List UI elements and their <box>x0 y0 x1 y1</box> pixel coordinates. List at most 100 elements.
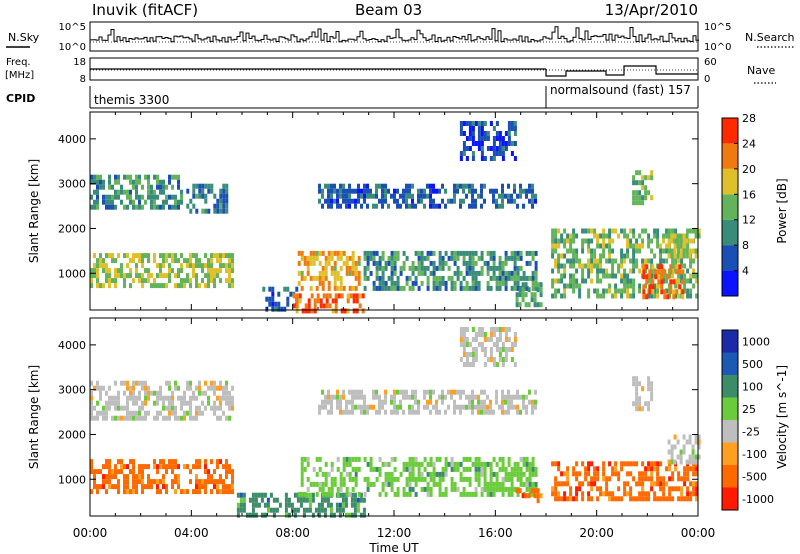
data-cell <box>495 275 499 281</box>
data-cell <box>381 255 385 261</box>
data-cell <box>310 308 314 314</box>
data-cell <box>111 278 114 284</box>
data-cell <box>222 253 225 259</box>
data-cell <box>219 380 222 386</box>
data-cell <box>692 268 696 274</box>
data-cell <box>534 404 537 410</box>
data-cell <box>183 415 186 421</box>
data-cell <box>638 200 642 206</box>
data-cell <box>498 332 502 337</box>
data-cell <box>408 409 411 415</box>
data-cell <box>468 404 471 410</box>
y-tick-label: 1000 <box>58 473 86 486</box>
data-cell <box>438 491 442 497</box>
data-cell <box>507 491 511 497</box>
data-cell <box>498 203 501 209</box>
data-cell <box>501 389 504 395</box>
data-cell <box>174 273 177 279</box>
data-cell <box>563 263 567 269</box>
data-cell <box>165 395 168 401</box>
data-cell <box>623 283 627 289</box>
data-cell <box>590 248 594 254</box>
data-cell <box>495 337 499 342</box>
data-cell <box>498 285 502 291</box>
data-cell <box>108 174 111 180</box>
data-cell <box>602 233 606 239</box>
data-cell <box>357 456 361 462</box>
velocity-colorbar-swatch <box>722 487 738 510</box>
data-cell <box>361 293 365 299</box>
data-cell <box>210 268 213 274</box>
data-cell <box>372 404 375 410</box>
data-cell <box>231 283 234 289</box>
data-cell <box>390 481 394 487</box>
power-y-axis-label: Slant Range [km] <box>27 159 41 263</box>
data-cell <box>135 263 138 269</box>
data-cell <box>306 461 310 467</box>
data-cell <box>477 342 481 347</box>
data-cell <box>93 204 96 210</box>
data-cell <box>489 327 493 332</box>
data-cell <box>228 253 231 259</box>
data-cell <box>321 399 324 405</box>
data-cell <box>414 280 418 286</box>
data-cell <box>480 203 483 209</box>
data-cell <box>554 238 558 244</box>
data-cell <box>280 306 284 312</box>
data-cell <box>165 489 168 495</box>
data-cell <box>462 188 465 194</box>
data-cell <box>105 278 108 284</box>
data-cell <box>105 489 108 495</box>
data-cell <box>462 285 466 291</box>
data-cell <box>177 464 180 470</box>
data-cell <box>201 193 205 199</box>
data-cell <box>420 198 423 204</box>
data-cell <box>468 146 472 151</box>
data-cell <box>566 238 570 244</box>
data-cell <box>417 250 421 256</box>
data-cell <box>417 198 420 204</box>
data-cell <box>685 439 689 445</box>
data-cell <box>480 131 484 136</box>
data-cell <box>453 486 457 492</box>
data-cell <box>222 484 225 490</box>
data-cell <box>251 502 255 508</box>
data-cell <box>513 270 517 276</box>
data-cell <box>96 204 99 210</box>
data-cell <box>138 199 141 205</box>
data-cell <box>641 180 645 186</box>
data-cell <box>486 486 490 492</box>
data-cell <box>138 258 141 264</box>
power-colorbar-label: Power [dB] <box>775 178 789 243</box>
data-cell <box>359 497 363 503</box>
data-cell <box>468 136 472 141</box>
data-cell <box>608 228 612 234</box>
data-cell <box>251 507 255 513</box>
data-cell <box>381 188 384 194</box>
data-cell <box>346 293 350 299</box>
data-cell <box>213 278 216 284</box>
data-cell <box>683 263 687 269</box>
data-cell <box>108 204 111 210</box>
data-cell <box>354 471 358 477</box>
data-cell <box>393 260 397 266</box>
data-cell <box>225 380 228 386</box>
data-cell <box>569 278 573 284</box>
data-cell <box>90 273 93 279</box>
data-cell <box>93 268 96 274</box>
data-cell <box>153 400 156 406</box>
freq-trace <box>90 65 698 77</box>
data-cell <box>384 285 388 291</box>
data-cell <box>504 486 508 492</box>
data-cell <box>492 250 496 256</box>
data-cell <box>459 327 463 332</box>
data-cell <box>501 481 505 487</box>
data-cell <box>676 454 680 460</box>
data-cell <box>486 285 490 291</box>
data-cell <box>510 491 514 497</box>
data-cell <box>489 337 493 342</box>
data-cell <box>165 273 168 279</box>
data-cell <box>102 179 105 185</box>
data-cell <box>159 464 162 470</box>
data-cell <box>420 265 424 271</box>
